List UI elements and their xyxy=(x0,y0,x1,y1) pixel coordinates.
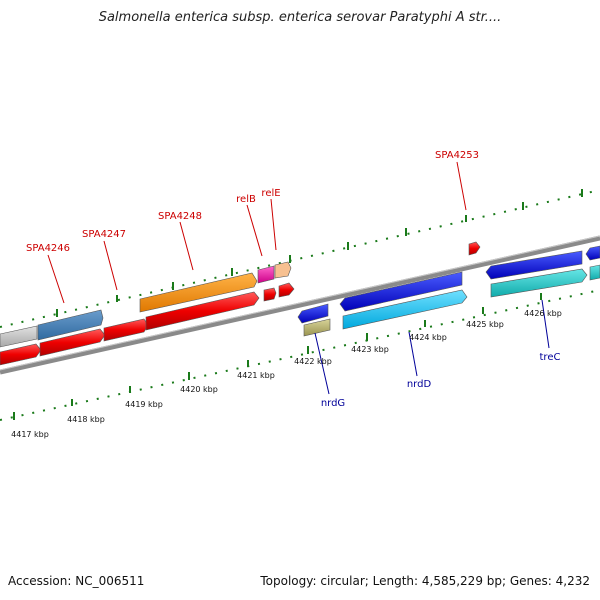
tick-label: 4422 kbp xyxy=(294,357,332,366)
upper-major-ticks xyxy=(56,189,583,317)
gene-olive xyxy=(303,318,331,337)
accession-text: Accession: NC_006511 xyxy=(8,574,145,588)
label-relb[interactable]: relB xyxy=(236,194,256,205)
gene-red-c xyxy=(145,291,260,331)
gene-blue-edge xyxy=(585,245,600,261)
tick-label: 4423 kbp xyxy=(351,345,389,354)
gene-spa4247[interactable] xyxy=(39,328,106,357)
tick-label: 4426 kbp xyxy=(524,309,562,318)
forward-strand-genes xyxy=(0,241,600,348)
kbp-tick-labels: 4417 kbp 4418 kbp 4419 kbp 4420 kbp 4421… xyxy=(11,309,562,439)
label-spa4253[interactable]: SPA4253 xyxy=(435,150,479,161)
gene-nrdd[interactable] xyxy=(342,289,468,330)
tick-label: 4425 kbp xyxy=(466,320,504,329)
gene-trec[interactable] xyxy=(490,268,588,298)
reverse-label-leaders xyxy=(314,299,550,395)
gene-red-d xyxy=(263,287,277,302)
genome-backbone xyxy=(0,235,600,375)
gene-relb[interactable] xyxy=(257,265,275,284)
tick-label: 4417 kbp xyxy=(11,430,49,439)
reverse-gene-labels: nrdG nrdD treC xyxy=(321,352,561,409)
gene-rele[interactable] xyxy=(274,261,292,279)
forward-label-leaders xyxy=(47,161,467,304)
gene-trec-blue[interactable] xyxy=(485,250,583,280)
label-rele[interactable]: relE xyxy=(261,188,280,199)
tick-label: 4419 kbp xyxy=(125,400,163,409)
label-nrdd[interactable]: nrdD xyxy=(407,379,432,390)
gene-teal-edge xyxy=(589,264,600,281)
label-spa4248[interactable]: SPA4248 xyxy=(158,211,202,222)
lower-dotted-track xyxy=(0,289,600,421)
genome-backbone-highlight xyxy=(0,235,600,371)
label-nrdg[interactable]: nrdG xyxy=(321,398,345,409)
gene-spa4246[interactable] xyxy=(37,309,104,341)
gene-red-e xyxy=(278,282,295,298)
gene-nrdd-blue[interactable] xyxy=(339,271,463,312)
label-spa4247[interactable]: SPA4247 xyxy=(82,229,126,240)
gene-nrdg[interactable] xyxy=(297,303,329,324)
tick-label: 4420 kbp xyxy=(180,385,218,394)
gene-red-a xyxy=(0,343,42,366)
gene-red-b xyxy=(103,318,149,342)
label-spa4246[interactable]: SPA4246 xyxy=(26,243,70,254)
tick-label: 4418 kbp xyxy=(67,415,105,424)
gene-spa4248[interactable] xyxy=(139,272,258,313)
forward-gene-labels: SPA4246 SPA4247 SPA4248 relB relE SPA425… xyxy=(26,150,479,254)
map-title: Salmonella enterica subsp. enterica sero… xyxy=(98,10,502,25)
topology-text: Topology: circular; Length: 4,585,229 bp… xyxy=(260,574,590,588)
gene-spa4253[interactable] xyxy=(468,241,481,256)
tick-label: 4424 kbp xyxy=(409,333,447,342)
lower-major-ticks xyxy=(13,293,542,420)
gene-gray-fragment xyxy=(0,325,38,348)
second-lane-genes xyxy=(0,264,600,366)
label-trec[interactable]: treC xyxy=(540,352,561,363)
tick-label: 4421 kbp xyxy=(237,371,275,380)
